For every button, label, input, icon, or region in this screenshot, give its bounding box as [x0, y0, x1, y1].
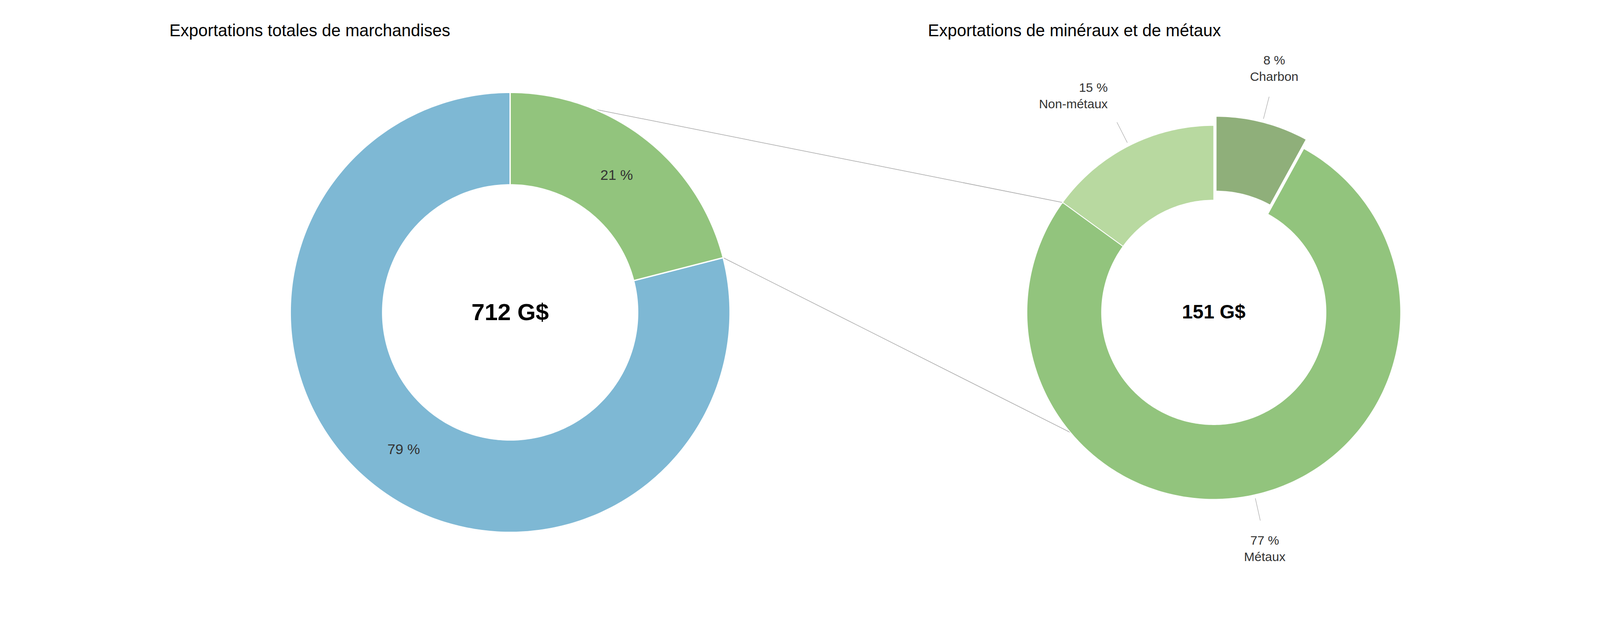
svg-text:79 %: 79 %	[387, 440, 421, 457]
svg-text:712 G$: 712 G$	[471, 298, 550, 326]
svg-text:Exportations de minéraux et de: Exportations de minéraux et de métaux	[928, 21, 1222, 40]
svg-text:Charbon: Charbon	[1250, 69, 1299, 84]
svg-text:15 %: 15 %	[1078, 80, 1108, 95]
svg-text:151 G$: 151 G$	[1181, 300, 1246, 323]
svg-text:Non-métaux: Non-métaux	[1038, 96, 1108, 111]
svg-text:21 %: 21 %	[600, 166, 634, 183]
svg-text:8 %: 8 %	[1263, 53, 1286, 67]
svg-text:77 %: 77 %	[1250, 533, 1280, 547]
svg-text:Métaux: Métaux	[1244, 549, 1286, 564]
svg-text:Exportations totales de marcha: Exportations totales de marchandises	[169, 21, 451, 40]
